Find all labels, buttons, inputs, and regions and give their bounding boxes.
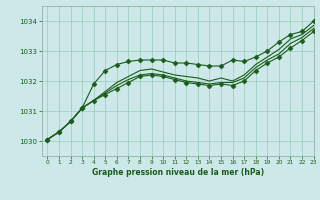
X-axis label: Graphe pression niveau de la mer (hPa): Graphe pression niveau de la mer (hPa) xyxy=(92,168,264,177)
